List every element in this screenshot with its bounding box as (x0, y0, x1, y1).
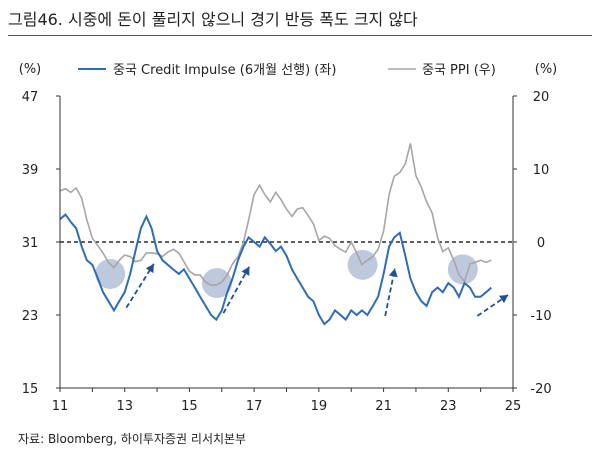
x-tick-label: 25 (505, 399, 522, 414)
left-tick-label: 23 (22, 309, 39, 324)
legend-label-ppi: 중국 PPI (우) (422, 63, 496, 78)
trend-arrowhead-1 (145, 263, 154, 274)
x-tick-label: 13 (116, 399, 133, 414)
trend-arrow-1 (125, 263, 155, 309)
right-tick-label: -20 (530, 382, 551, 397)
x-tick-label: 23 (440, 399, 457, 414)
left-tick-label: 31 (22, 236, 39, 251)
right-tick-label: -10 (530, 309, 551, 324)
right-tick-label: 20 (533, 90, 550, 105)
highlight-circle-1 (95, 258, 126, 289)
chart-title: 그림46. 시중에 돈이 풀리지 않으니 경기 반등 폭도 크지 않다 (8, 10, 418, 29)
trend-arrowhead-3 (388, 268, 398, 278)
trend-arrow-4 (476, 294, 509, 317)
legend-label-credit-impulse: 중국 Credit Impulse (6개월 선행) (좌) (113, 62, 336, 78)
legend: 중국 Credit Impulse (6개월 선행) (좌) 중국 PPI (우… (78, 62, 496, 78)
highlight-circle-4 (447, 254, 478, 285)
x-tick-label: 11 (52, 399, 69, 414)
source-note: 자료: Bloomberg, 하이투자증권 리서치본부 (18, 432, 247, 446)
axes: 47 39 31 23 15 20 10 0 -10 -20 11 13 15 17 19 21 23 25 (22, 90, 552, 414)
trend-arrow-2 (222, 266, 251, 314)
left-tick-label: 15 (22, 382, 39, 397)
left-tick-label: 47 (22, 90, 39, 105)
trend-arrowhead-4 (499, 294, 509, 304)
highlight-circle-2 (201, 268, 232, 299)
title-divider (8, 35, 592, 36)
trend-arrowhead-2 (241, 266, 250, 276)
right-tick-label: 10 (533, 163, 550, 178)
x-tick-label: 15 (181, 399, 198, 414)
trend-arrows (125, 263, 509, 317)
x-tick-label: 19 (311, 399, 328, 414)
series-line-ppi (59, 143, 492, 286)
left-axis-unit: (%) (19, 62, 42, 77)
right-axis-unit: (%) (535, 62, 558, 77)
right-tick-label: 0 (537, 236, 545, 251)
series-line-credit-impulse (59, 213, 492, 326)
x-tick-label: 17 (246, 399, 263, 414)
left-tick-label: 39 (22, 163, 39, 178)
trend-arrow-3 (384, 268, 396, 317)
x-tick-label: 21 (375, 399, 392, 414)
